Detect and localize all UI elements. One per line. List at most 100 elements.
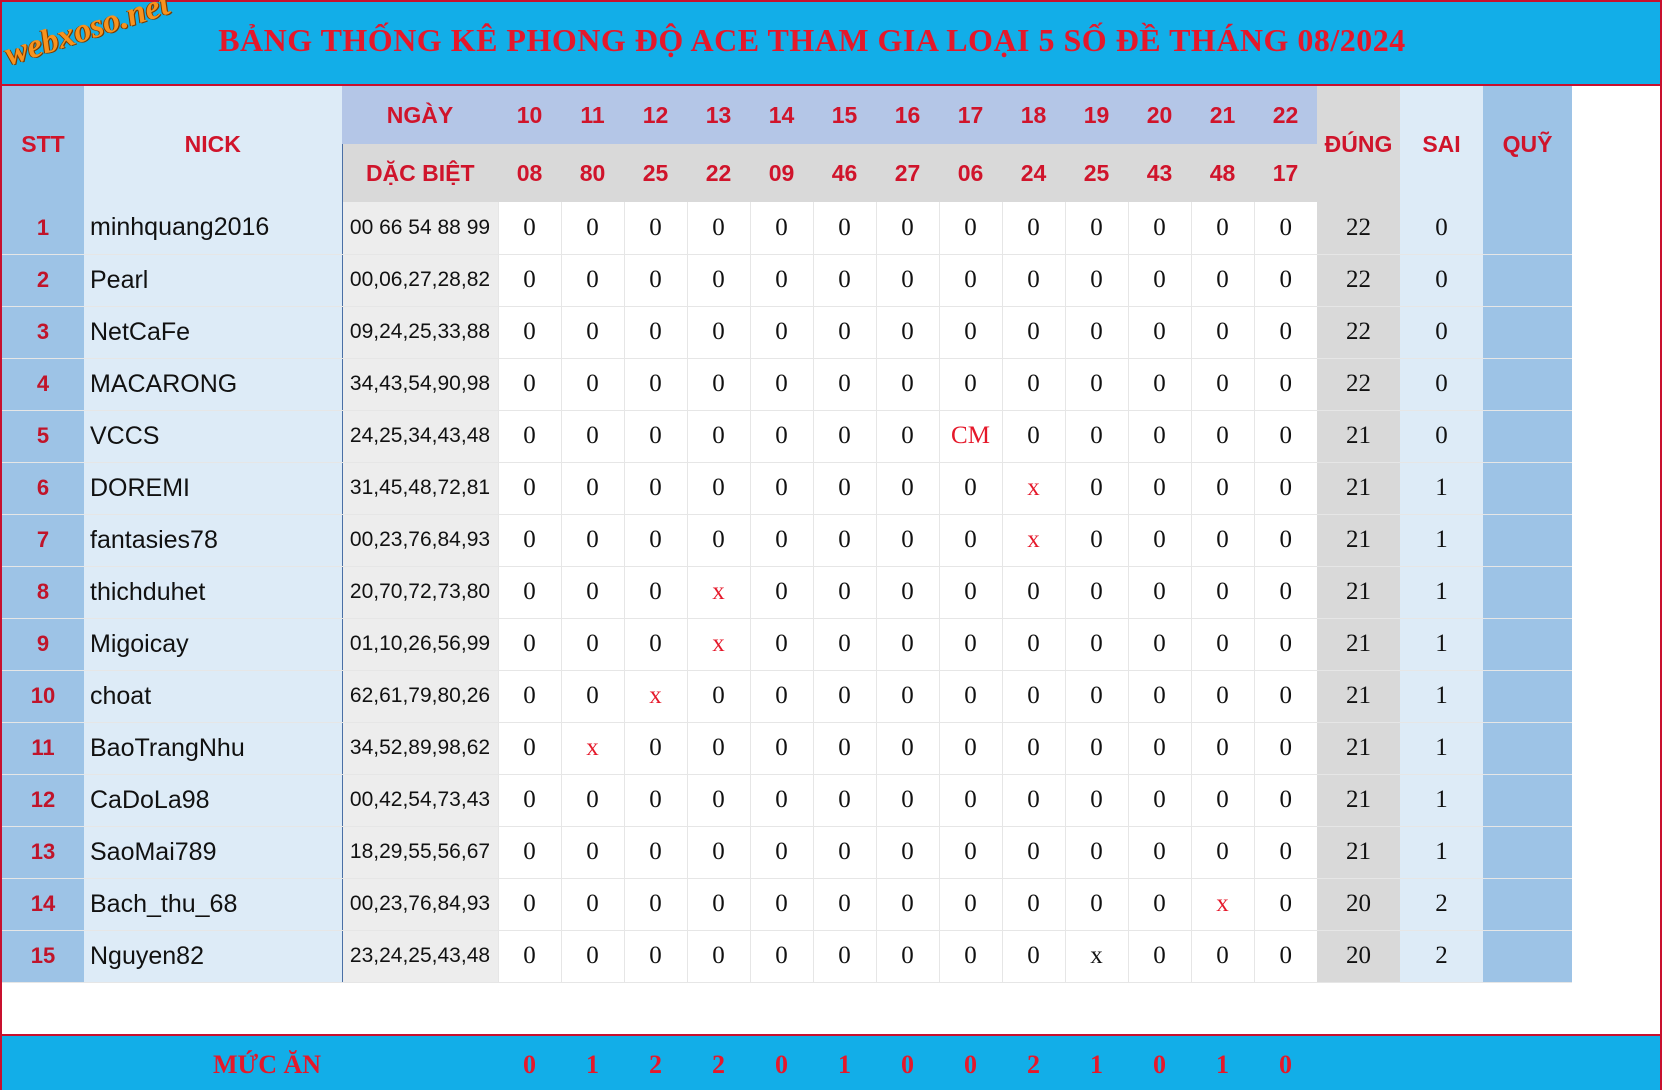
row-day-mark: 0 bbox=[749, 722, 813, 775]
stats-table: STT NICK NGÀY 10 11 12 13 14 15 16 17 18 19 20 21 22… bbox=[2, 86, 1572, 983]
table-row: 10 choat 62,61,79,80,26 0 0 x 0 0 0 0 0 0 0 0 0 0 21 1 bbox=[2, 670, 1572, 723]
row-dung: 21 bbox=[1317, 722, 1400, 775]
row-day-mark: 0 bbox=[875, 358, 939, 411]
row-day-mark: 0 bbox=[938, 618, 1002, 671]
row-stt: 15 bbox=[2, 930, 84, 983]
row-day-mark: 0 bbox=[1253, 722, 1317, 775]
row-day-mark: 0 bbox=[1190, 514, 1254, 567]
row-day-mark: 0 bbox=[875, 930, 939, 983]
row-sai: 2 bbox=[1400, 878, 1483, 931]
header-day: 11 bbox=[561, 86, 624, 144]
header-dung: ĐÚNG bbox=[1317, 86, 1400, 202]
row-sai: 1 bbox=[1400, 774, 1483, 827]
row-sai: 1 bbox=[1400, 618, 1483, 671]
row-numbers: 01,10,26,56,99 bbox=[341, 618, 498, 671]
page-title: BẢNG THỐNG KÊ PHONG ĐỘ ACE THAM GIA LOẠI… bbox=[218, 22, 1406, 58]
row-day-mark: 0 bbox=[560, 930, 624, 983]
row-day-mark: 0 bbox=[560, 670, 624, 723]
row-day-mark: 0 bbox=[1064, 202, 1128, 255]
row-numbers: 23,24,25,43,48 bbox=[341, 930, 498, 983]
table-row: 13 SaoMai789 18,29,55,56,67 0 0 0 0 0 0 0 0 0 0 0 0 0 21… bbox=[2, 826, 1572, 879]
header-special-number: 06 bbox=[939, 144, 1002, 202]
row-day-mark: 0 bbox=[1190, 358, 1254, 411]
row-day-mark: 0 bbox=[875, 618, 939, 671]
muc-an-value: 0 bbox=[1279, 1050, 1292, 1079]
row-numbers: 62,61,79,80,26 bbox=[341, 670, 498, 723]
row-day-mark: 0 bbox=[938, 774, 1002, 827]
header-row-specials: DẶC BIỆT 08 80 25 22 09 46 27 06 24 25 43 48 17 bbox=[2, 144, 1572, 202]
row-sai: 0 bbox=[1400, 358, 1483, 411]
row-day-mark: 0 bbox=[875, 410, 939, 463]
row-nick: NetCaFe bbox=[84, 306, 342, 359]
row-day-mark: 0 bbox=[812, 306, 876, 359]
table-row: 3 NetCaFe 09,24,25,33,88 0 0 0 0 0 0 0 0 0 0 0 0 0 22 0 bbox=[2, 306, 1572, 359]
header-day: 17 bbox=[939, 86, 1002, 144]
row-day-mark: 0 bbox=[1190, 774, 1254, 827]
row-day-mark: 0 bbox=[749, 826, 813, 879]
row-day-mark: 0 bbox=[1064, 670, 1128, 723]
row-day-mark: 0 bbox=[1001, 930, 1065, 983]
row-sai: 1 bbox=[1400, 462, 1483, 515]
row-dung: 21 bbox=[1317, 410, 1400, 463]
table-row: 4 MACARONG 34,43,54,90,98 0 0 0 0 0 0 0 0 0 0 0 0 0 22 0 bbox=[2, 358, 1572, 411]
table-row: 11 BaoTrangNhu 34,52,89,98,62 0 x 0 0 0 0 0 0 0 0 0 0 0… bbox=[2, 722, 1572, 775]
row-dung: 21 bbox=[1317, 462, 1400, 515]
row-day-mark: 0 bbox=[1190, 670, 1254, 723]
header-day: 21 bbox=[1191, 86, 1254, 144]
row-day-mark: 0 bbox=[1253, 774, 1317, 827]
table-row: 2 Pearl 00,06,27,28,82 0 0 0 0 0 0 0 0 0 0 0 0 0 22 0 bbox=[2, 254, 1572, 307]
row-stt: 6 bbox=[2, 462, 84, 515]
muc-an-value: 0 bbox=[523, 1050, 536, 1079]
muc-an-bar: MỨC ĂN 0 1 2 2 0 1 0 0 2 1 0 1 0 bbox=[2, 1034, 1660, 1090]
header-row-days: STT NICK NGÀY 10 11 12 13 14 15 16 17 18 19 20 21 22… bbox=[2, 86, 1572, 202]
row-numbers: 00,06,27,28,82 bbox=[341, 254, 498, 307]
row-nick: choat bbox=[84, 670, 342, 723]
row-day-mark: 0 bbox=[560, 618, 624, 671]
row-day-mark: 0 bbox=[623, 722, 687, 775]
row-day-mark: 0 bbox=[1001, 306, 1065, 359]
muc-an-value: 0 bbox=[964, 1050, 977, 1079]
row-quy bbox=[1483, 566, 1572, 619]
row-quy bbox=[1483, 254, 1572, 307]
row-day-mark: 0 bbox=[1253, 514, 1317, 567]
row-day-mark: 0 bbox=[1127, 826, 1191, 879]
muc-an-value: 1 bbox=[586, 1050, 599, 1079]
row-numbers: 00,23,76,84,93 bbox=[341, 878, 498, 931]
row-day-mark: 0 bbox=[749, 670, 813, 723]
row-day-mark: 0 bbox=[1127, 774, 1191, 827]
row-day-mark: 0 bbox=[1190, 462, 1254, 515]
header-special-number: 09 bbox=[750, 144, 813, 202]
row-day-mark: x bbox=[1064, 930, 1128, 983]
row-numbers: 24,25,34,43,48 bbox=[341, 410, 498, 463]
row-nick: Bach_thu_68 bbox=[84, 878, 342, 931]
row-day-mark: 0 bbox=[686, 514, 750, 567]
row-day-mark: 0 bbox=[497, 514, 561, 567]
header-day: 18 bbox=[1002, 86, 1065, 144]
header-day: 14 bbox=[750, 86, 813, 144]
muc-an-label: MỨC ĂN bbox=[212, 1050, 322, 1079]
row-day-mark: 0 bbox=[686, 410, 750, 463]
row-dung: 22 bbox=[1317, 254, 1400, 307]
row-day-mark: 0 bbox=[1127, 358, 1191, 411]
row-day-mark: x bbox=[560, 722, 624, 775]
row-day-mark: 0 bbox=[1190, 254, 1254, 307]
muc-an-value: 2 bbox=[1027, 1050, 1040, 1079]
row-day-mark: 0 bbox=[1127, 462, 1191, 515]
row-day-mark: 0 bbox=[812, 670, 876, 723]
row-dung: 22 bbox=[1317, 202, 1400, 255]
header-dac-biet: DẶC BIỆT bbox=[341, 144, 498, 202]
row-quy bbox=[1483, 410, 1572, 463]
row-day-mark: 0 bbox=[497, 306, 561, 359]
row-nick: fantasies78 bbox=[84, 514, 342, 567]
row-day-mark: 0 bbox=[875, 774, 939, 827]
row-day-mark: 0 bbox=[497, 566, 561, 619]
row-day-mark: 0 bbox=[1001, 410, 1065, 463]
row-day-mark: 0 bbox=[686, 254, 750, 307]
row-day-mark: 0 bbox=[497, 774, 561, 827]
header-sai: SAI bbox=[1400, 86, 1483, 202]
header-day: 15 bbox=[813, 86, 876, 144]
row-quy bbox=[1483, 202, 1572, 255]
row-day-mark: 0 bbox=[1001, 358, 1065, 411]
row-quy bbox=[1483, 358, 1572, 411]
row-stt: 5 bbox=[2, 410, 84, 463]
